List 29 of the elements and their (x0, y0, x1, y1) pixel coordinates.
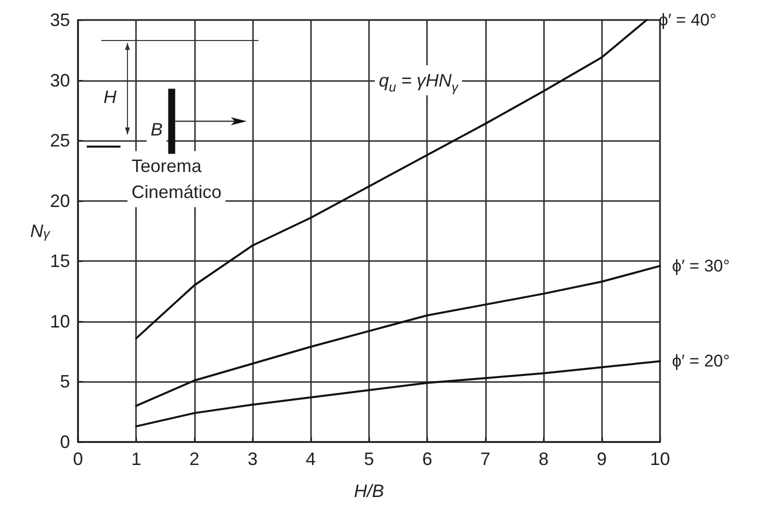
x-tick-label: 9 (596, 449, 607, 469)
annotation: Teorema Cinemático (131, 156, 222, 202)
y-tick-label: 5 (60, 372, 70, 392)
y-axis-title: Nγ (30, 221, 52, 241)
annotation: B (150, 120, 163, 140)
y-tick-label: 10 (50, 311, 70, 332)
y-tick-label: 25 (50, 130, 70, 151)
annotation: H (104, 87, 118, 108)
x-axis-title: H/B (354, 481, 384, 501)
y-tick-label: 30 (50, 70, 70, 90)
y-tick-label: 15 (50, 251, 70, 272)
x-tick-label: 6 (422, 449, 432, 469)
x-tick-label: 3 (248, 449, 258, 469)
x-tick-label: 0 (72, 449, 84, 469)
x-tick-label: 1 (131, 449, 142, 469)
y-tick-label: 35 (50, 10, 70, 30)
x-tick-label: 7 (480, 449, 490, 469)
x-tick-label: 8 (538, 449, 549, 469)
line-series (135, 264, 661, 407)
x-tick-label: 2 (189, 449, 200, 469)
x-tick-label: 5 (364, 449, 374, 469)
series-label: ϕ′ = 20° (672, 352, 730, 371)
y-tick-label: 0 (60, 432, 70, 452)
y-tick-label: 20 (50, 190, 70, 211)
x-tick-label: 10 (650, 449, 670, 469)
x-tick-label: 4 (306, 449, 316, 469)
series-label: ϕ′ = 30° (672, 256, 730, 276)
series-label: ϕ′ = 40° (658, 10, 716, 30)
line-series (135, 360, 661, 428)
